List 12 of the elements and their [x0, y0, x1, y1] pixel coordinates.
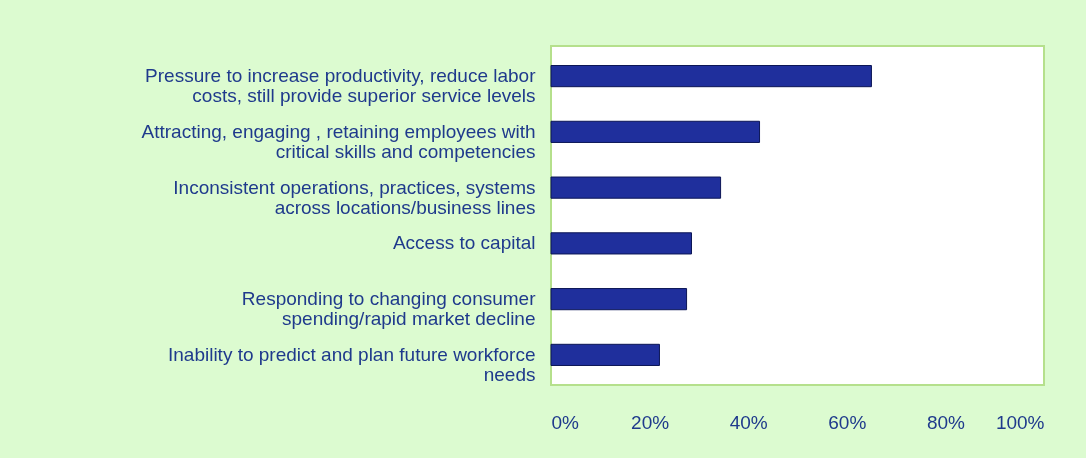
x-tick-label: 100%: [995, 411, 1045, 433]
y-tick-label: Inability to predict and plan future workforce needs: [167, 343, 536, 385]
y-tick-label: Access to capital: [392, 232, 536, 254]
y-tick-label: Responding to changing consumer spending/rapid market decline: [241, 288, 537, 330]
x-tick-label: 0%: [551, 411, 580, 433]
y-tick-label: Attracting, engaging , retaining employees with critical skills and competencies: [141, 120, 536, 162]
y-tick-label: Pressure to increase productivity, reduce labor costs, still provide superior service levels: [145, 65, 537, 107]
x-tick-label: 40%: [729, 411, 768, 433]
x-tick-label: 60%: [828, 411, 867, 433]
x-tick-label: 20%: [631, 411, 670, 433]
x-tick-label: 80%: [926, 411, 966, 433]
y-tick-label: Inconsistent operations, practices, systems across locations/business lines: [173, 176, 536, 218]
